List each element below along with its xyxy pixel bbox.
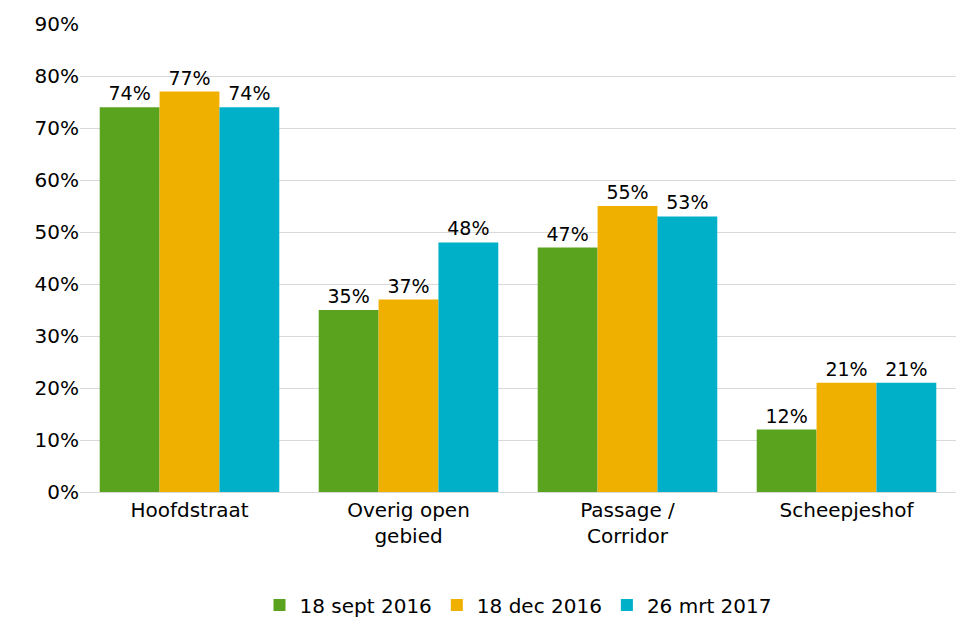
svg-text:20%: 20%	[35, 376, 79, 400]
svg-text:35%: 35%	[328, 285, 370, 307]
svg-text:70%: 70%	[35, 116, 79, 140]
svg-text:37%: 37%	[387, 275, 429, 297]
svg-text:60%: 60%	[35, 168, 79, 192]
svg-text:Overig opengebied: Overig opengebied	[347, 498, 470, 548]
svg-text:0%: 0%	[47, 480, 79, 504]
svg-text:90%: 90%	[35, 12, 79, 36]
svg-text:Hoofdstraat: Hoofdstraat	[130, 498, 248, 522]
svg-text:18 sept 2016: 18 sept 2016	[300, 594, 432, 618]
svg-text:18 dec 2016: 18 dec 2016	[477, 594, 602, 618]
svg-text:12%: 12%	[766, 405, 808, 427]
svg-text:74%: 74%	[109, 82, 151, 104]
svg-text:53%: 53%	[666, 191, 708, 213]
svg-text:74%: 74%	[228, 82, 270, 104]
svg-text:30%: 30%	[35, 324, 79, 348]
svg-text:48%: 48%	[447, 217, 489, 239]
svg-text:Passage /Corridor: Passage /Corridor	[580, 498, 675, 548]
svg-text:55%: 55%	[606, 181, 648, 203]
svg-text:Scheepjeshof: Scheepjeshof	[780, 498, 915, 522]
svg-text:80%: 80%	[35, 64, 79, 88]
svg-text:21%: 21%	[825, 358, 867, 380]
svg-text:26 mrt 2017: 26 mrt 2017	[647, 594, 772, 618]
svg-text:47%: 47%	[547, 223, 589, 245]
svg-text:50%: 50%	[35, 220, 79, 244]
svg-text:40%: 40%	[35, 272, 79, 296]
svg-text:10%: 10%	[35, 428, 79, 452]
svg-text:77%: 77%	[168, 67, 210, 89]
svg-text:21%: 21%	[885, 358, 927, 380]
